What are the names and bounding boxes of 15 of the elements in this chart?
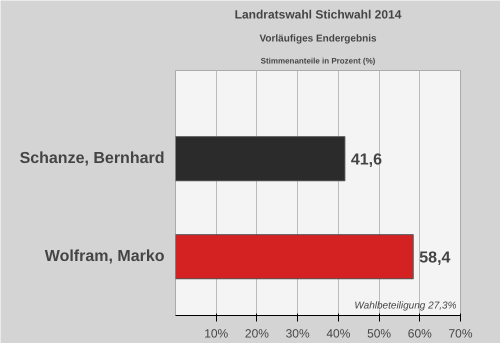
x-tick-label: 10% — [204, 326, 229, 340]
x-tick-label: 20% — [244, 326, 270, 340]
y-tick-label: Wolfram, Marko — [44, 248, 165, 266]
x-tick-label: 50% — [367, 326, 392, 340]
text: Stimmenanteile in Prozent (%) — [260, 56, 376, 66]
x-tick-label: 60% — [408, 326, 432, 340]
x-tick-label: 70% — [448, 326, 473, 340]
chart-title: Landratswahl Stichwahl 2014 — [234, 8, 402, 22]
annotation: Wahlbeteiligung 27,3% — [354, 300, 457, 312]
y-tick-label: Schanze, Bernhard — [20, 150, 165, 168]
chart-subtitle: Vorläufiges Endergebnis — [259, 34, 377, 44]
x-tick-label: 30% — [286, 326, 310, 340]
x-tick-label: 40% — [326, 326, 351, 340]
data-label: 58,4 — [419, 250, 451, 267]
data-label: 41,6 — [350, 152, 382, 169]
